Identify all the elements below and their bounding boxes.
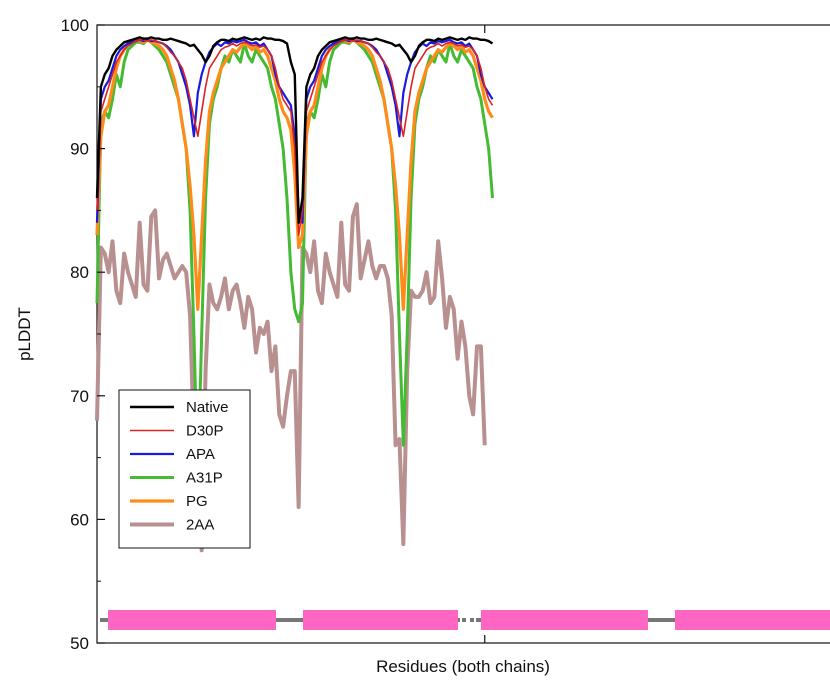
series-line-d30p xyxy=(96,39,494,236)
y-tick-label: 50 xyxy=(70,634,89,653)
y-tick-label: 70 xyxy=(70,387,89,406)
y-tick-label: 90 xyxy=(70,140,89,159)
helix-bar xyxy=(108,610,276,630)
helix-bar xyxy=(303,610,458,630)
legend-label: APA xyxy=(186,446,215,463)
x-axis-label: Residues (both chains) xyxy=(376,657,550,676)
legend-label: Native xyxy=(186,399,229,416)
series-lines xyxy=(95,36,495,553)
helix-bar xyxy=(481,610,648,630)
series-line-pg xyxy=(95,38,494,311)
series-line-native xyxy=(95,36,494,224)
legend-label: PG xyxy=(186,493,208,510)
legend-label: 2AA xyxy=(186,517,214,534)
y-axis-label: pLDDT xyxy=(15,307,34,361)
secondary-structure-track xyxy=(100,610,830,630)
legend: Native D30P APA A31P PG 2AA xyxy=(118,389,251,549)
legend-box xyxy=(118,389,251,549)
legend-label: D30P xyxy=(186,423,224,440)
axes: 50 60 70 80 90 100 xyxy=(61,16,486,653)
y-tick-label: 80 xyxy=(70,263,89,282)
series-line-2aa xyxy=(95,202,487,553)
helix-bar xyxy=(675,610,830,630)
legend-label: A31P xyxy=(186,470,223,487)
y-tick-label: 60 xyxy=(70,510,89,529)
y-tick-label: 100 xyxy=(61,16,89,35)
